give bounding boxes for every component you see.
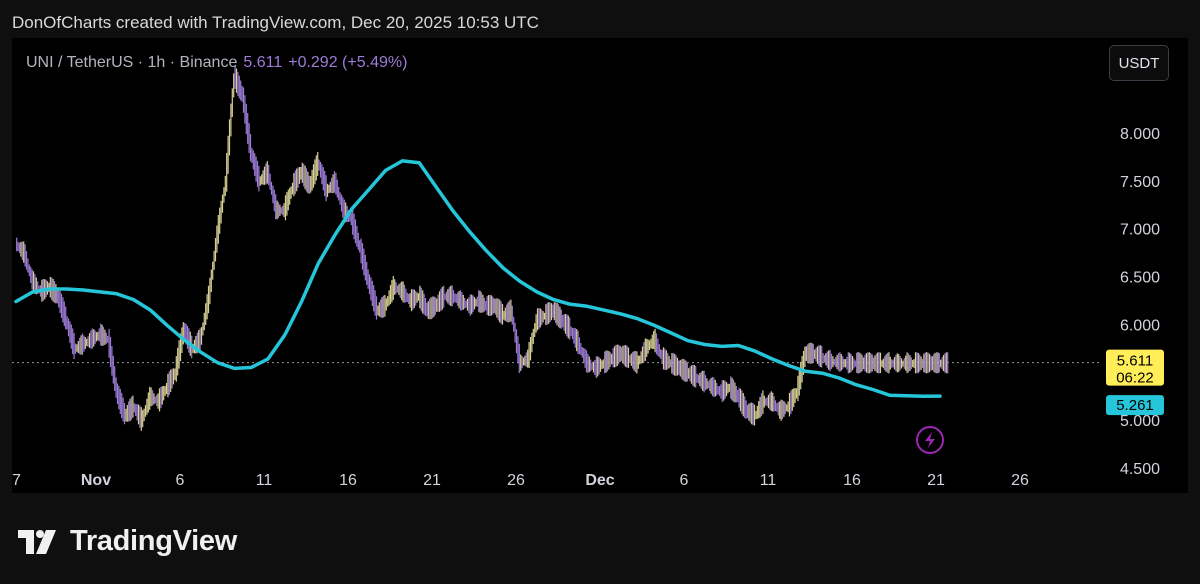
x-tick-label: 16 (339, 472, 357, 489)
price-chart[interactable]: 8.0007.5007.0006.5006.0005.5005.0004.500… (12, 38, 1188, 493)
countdown-label: 06:22 (1116, 370, 1154, 387)
last-price-label: 5.611 (1117, 353, 1153, 370)
x-axis[interactable]: 27 Nov 6 11 16 21 26 Dec 6 11 16 21 26 (12, 472, 1029, 489)
x-tick-label: 11 (256, 472, 273, 489)
y-tick-label: 7.500 (1120, 174, 1160, 191)
x-tick-label: Dec (585, 472, 614, 489)
x-tick-label: 27 (12, 472, 21, 489)
tradingview-logo-icon (18, 529, 56, 554)
y-tick-label: 4.500 (1120, 461, 1160, 478)
x-tick-label: 6 (176, 472, 185, 489)
x-tick-label: 26 (507, 472, 525, 489)
ma-label: 5.261 (1116, 397, 1154, 414)
ma-label-bg (1106, 395, 1164, 416)
currency-button[interactable]: USDT (1109, 45, 1169, 81)
chart-header: DonOfCharts created with TradingView.com… (12, 13, 539, 32)
tradingview-branding: TradingView (18, 525, 237, 558)
x-tick-label: 26 (1011, 472, 1029, 489)
chart-frame (12, 38, 1188, 493)
price-change: +0.292 (+5.49%) (288, 54, 408, 71)
last-price-label-bg (1106, 349, 1164, 386)
y-tick-label: 6.000 (1120, 317, 1160, 334)
ma-price-label: 5.261 (1106, 395, 1164, 416)
x-tick-label: 16 (843, 472, 861, 489)
x-tick-label: 6 (680, 472, 689, 489)
x-tick-label: 21 (423, 472, 441, 489)
x-tick-label: 11 (760, 472, 777, 489)
brand-name: TradingView (70, 525, 237, 557)
y-tick-label: 6.500 (1120, 270, 1160, 287)
last-value: 5.611 (243, 54, 283, 71)
y-tick-label: 8.000 (1120, 126, 1160, 143)
moving-average-line (14, 159, 942, 398)
price-label: 5.611 06:22 (1106, 349, 1164, 387)
lightning-icon[interactable] (916, 426, 944, 454)
y-tick-label: 7.000 (1120, 222, 1160, 239)
y-tick-label: 5.000 (1120, 413, 1160, 430)
x-tick-label: 21 (927, 472, 945, 489)
candles-group (16, 66, 949, 431)
x-tick-label: Nov (81, 472, 111, 489)
symbol-legend: UNI / TetherUS · 1h · Binance 5.611 +0.292… (26, 54, 407, 72)
symbol-info: UNI / TetherUS · 1h · Binance (26, 54, 238, 71)
